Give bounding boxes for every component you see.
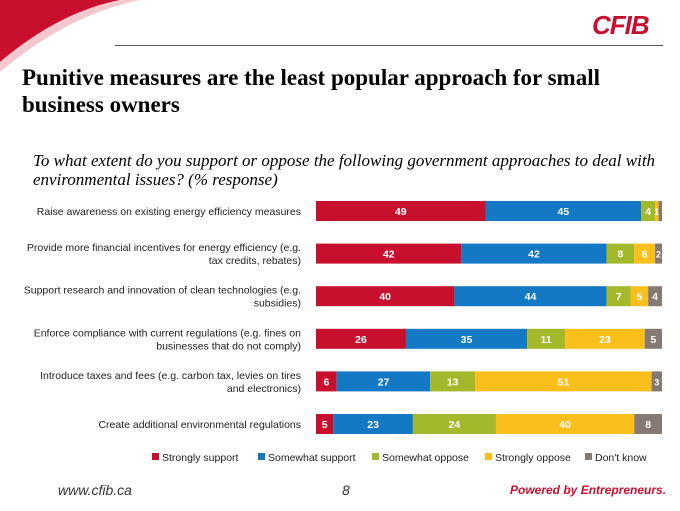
data-label: 3 xyxy=(654,377,659,387)
bar-segment xyxy=(316,201,486,221)
data-label: 5 xyxy=(650,334,656,346)
legend-entry: Strongly support xyxy=(152,452,239,464)
data-label: 8 xyxy=(618,249,624,261)
bar-segment xyxy=(565,328,645,349)
data-label: 23 xyxy=(367,419,379,431)
data-label: 23 xyxy=(599,334,611,346)
bar-segment xyxy=(641,201,656,221)
legend-swatch xyxy=(485,453,492,460)
legend-label: Strongly oppose xyxy=(495,452,571,464)
data-label: 45 xyxy=(558,206,570,218)
brand-tagline: Powered by Entrepreneurs. xyxy=(510,483,667,497)
legend-entry: Strongly oppose xyxy=(485,452,571,464)
data-label: 26 xyxy=(355,334,367,346)
data-label: 5 xyxy=(637,291,643,303)
bar-segment xyxy=(412,414,496,434)
legend-entry: Don't know xyxy=(585,452,647,464)
bar-segment xyxy=(644,328,662,349)
bar-segment xyxy=(316,286,455,307)
page-number: 8 xyxy=(342,482,350,498)
bar-segment xyxy=(430,371,476,392)
data-label: 13 xyxy=(447,376,459,388)
bar-segment xyxy=(606,286,631,307)
data-label: 11 xyxy=(541,334,552,346)
category-label: Create additional environmental regulati… xyxy=(98,419,301,431)
bar-segment xyxy=(461,243,607,264)
data-label: 35 xyxy=(461,334,473,346)
bar-segment xyxy=(333,414,413,434)
legend-label: Strongly support xyxy=(162,452,239,464)
slide-title: Punitive measures are the least popular … xyxy=(22,65,600,117)
header-divider xyxy=(115,45,663,46)
footer-url[interactable]: www.cfib.ca xyxy=(58,482,132,498)
bar-segment xyxy=(658,201,662,221)
bar-segment xyxy=(495,414,635,434)
legend-swatch xyxy=(585,453,592,460)
bar-segment xyxy=(405,328,528,349)
bar-segment xyxy=(648,286,662,307)
bar-segment xyxy=(634,243,656,264)
data-label: 27 xyxy=(378,376,390,388)
data-label: 5 xyxy=(322,419,328,431)
legend-swatch xyxy=(258,453,265,460)
legend-entry: Somewhat support xyxy=(258,452,356,464)
data-label: 44 xyxy=(525,291,537,303)
category-label: Support research and innovation of clean… xyxy=(24,285,301,310)
data-label: 40 xyxy=(559,419,571,431)
bar-segment xyxy=(527,328,566,349)
data-label: 2 xyxy=(656,250,661,260)
bar-segment xyxy=(316,328,406,349)
data-label: 7 xyxy=(616,291,622,303)
data-label: 24 xyxy=(449,419,461,431)
data-label: 42 xyxy=(528,249,540,261)
corner-swoosh xyxy=(0,0,140,72)
data-label: 6 xyxy=(323,376,329,388)
data-label: 49 xyxy=(395,206,407,218)
data-label: 8 xyxy=(645,419,651,431)
data-label: 51 xyxy=(558,376,570,388)
legend-label: Somewhat support xyxy=(268,452,356,464)
bar-segment xyxy=(630,286,649,307)
data-label: 4 xyxy=(645,206,651,218)
survey-question: To what extent do you support or oppose … xyxy=(33,151,656,189)
legend-label: Somewhat oppose xyxy=(382,452,469,464)
category-label: Introduce taxes and fees (e.g. carbon ta… xyxy=(40,370,301,395)
data-label: 6 xyxy=(642,249,648,261)
category-label: Provide more financial incentives for en… xyxy=(27,242,301,267)
bar-segment xyxy=(475,371,652,392)
bar-segment xyxy=(336,371,431,392)
legend-swatch xyxy=(152,453,159,460)
bar-segment xyxy=(454,286,607,307)
stacked-bar-chart: Raise awareness on existing energy effic… xyxy=(24,201,662,464)
bar-segment xyxy=(316,243,462,264)
category-label: Enforce compliance with current regulati… xyxy=(34,327,301,352)
legend-entry: Somewhat oppose xyxy=(372,452,469,464)
legend-swatch xyxy=(372,453,379,460)
bar-segment xyxy=(655,243,662,264)
bar-segment xyxy=(655,201,659,221)
bar-segment xyxy=(606,243,635,264)
bar-segment xyxy=(316,414,334,434)
cfib-logo: CFIB xyxy=(592,10,650,40)
legend-label: Don't know xyxy=(595,452,647,464)
bar-segment xyxy=(485,201,642,221)
data-label: 42 xyxy=(383,249,395,261)
data-label: 40 xyxy=(379,291,391,303)
data-label: 4 xyxy=(652,291,658,303)
bar-segment xyxy=(316,371,337,392)
category-label: Raise awareness on existing energy effic… xyxy=(37,206,301,218)
bar-segment xyxy=(634,414,662,434)
data-label: 1 xyxy=(654,207,659,217)
bar-segment xyxy=(651,371,662,392)
